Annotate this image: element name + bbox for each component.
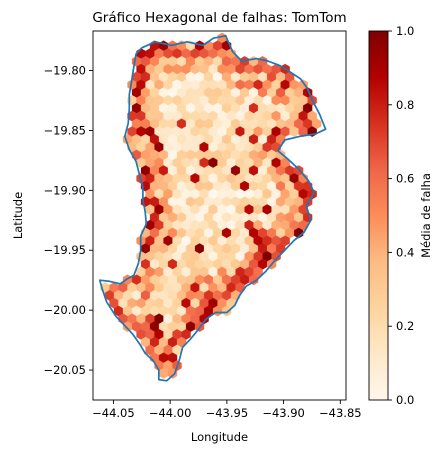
x-tick-label: −43.95 bbox=[206, 406, 249, 420]
y-tick-label: −20.05 bbox=[43, 363, 86, 377]
y-tick-label: −20.00 bbox=[43, 303, 86, 317]
colorbar-tick-label: 0.8 bbox=[396, 98, 414, 112]
x-axis-ticks: −44.05 −44.00 −43.95 −43.90 −43.85 bbox=[92, 400, 362, 420]
x-tick-label: −43.90 bbox=[262, 406, 305, 420]
x-tick-label: −44.00 bbox=[149, 406, 192, 420]
y-tick-label: −19.90 bbox=[43, 183, 86, 197]
colorbar-tick-label: 0.0 bbox=[396, 393, 414, 407]
plot-frame bbox=[92, 30, 347, 401]
y-tick-label: −19.85 bbox=[43, 123, 86, 137]
hexbin-cells bbox=[100, 32, 322, 379]
y-axis-ticks: −19.80 −19.85 −19.90 −19.95 −20.00 −20.05 bbox=[43, 64, 93, 377]
colorbar-tick-label: 0.4 bbox=[396, 245, 414, 259]
boundary-line bbox=[98, 34, 327, 382]
colorbar-tick-label: 0.2 bbox=[396, 319, 414, 333]
colorbar bbox=[368, 30, 389, 401]
colorbar-tick-label: 0.6 bbox=[396, 172, 414, 186]
x-tick-label: −44.05 bbox=[92, 406, 135, 420]
y-tick-label: −19.95 bbox=[43, 243, 86, 257]
colorbar-ticks: 0.0 0.2 0.4 0.6 0.8 1.0 bbox=[388, 24, 414, 407]
chart-title: Gráfico Hexagonal de falhas: TomTom bbox=[92, 10, 346, 26]
y-axis-label: Latitude bbox=[11, 192, 25, 239]
colorbar-tick-label: 1.0 bbox=[396, 24, 414, 38]
y-tick-label: −19.80 bbox=[43, 64, 86, 78]
x-axis-label: Longitude bbox=[191, 430, 248, 444]
x-tick-label: −43.85 bbox=[319, 406, 362, 420]
boundary-outline bbox=[98, 34, 327, 382]
colorbar-label: Média de falha bbox=[419, 173, 433, 258]
